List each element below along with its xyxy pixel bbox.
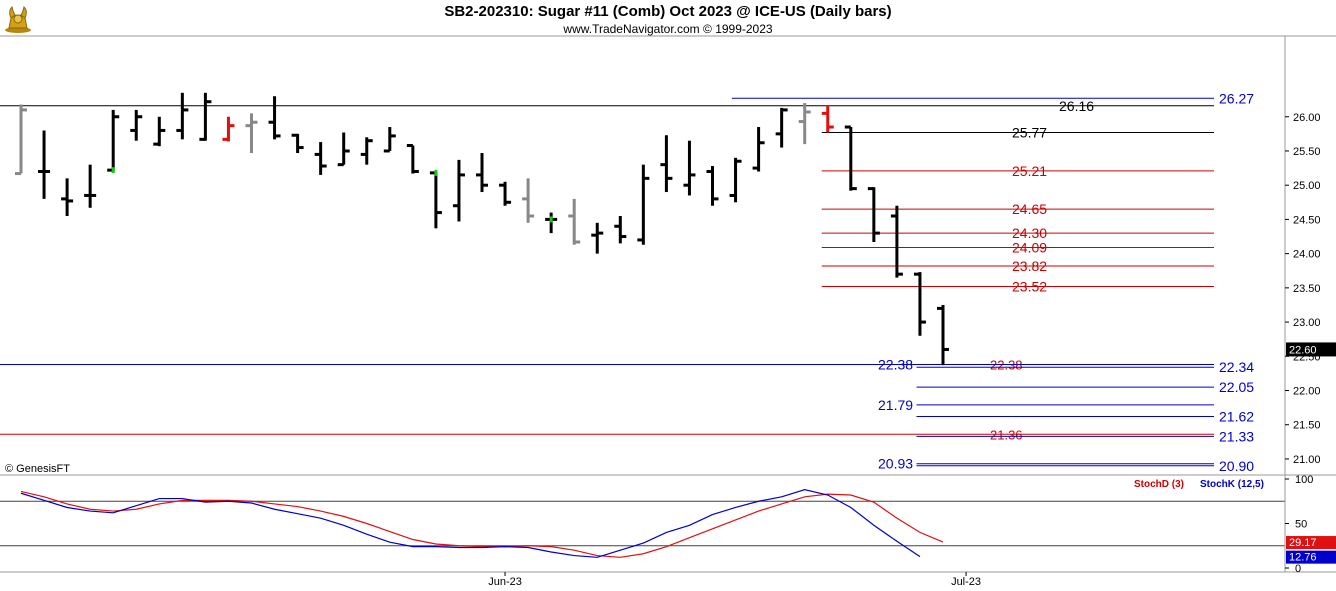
ohlc-bar [568,198,581,245]
ohlc-bar [821,105,834,133]
price-tick-label: 22.00 [1293,386,1321,398]
stoch-value-box [1286,536,1336,550]
ohlc-bar [637,164,650,245]
ohlc-bar [660,135,673,193]
gold-bull-icon [5,5,31,33]
ohlc-bar [591,222,604,254]
ohlc-bar [798,103,811,145]
level-label: 21.33 [1219,428,1254,444]
ohlc-bar [452,159,465,222]
stoch-tick-label: 50 [1295,519,1307,531]
ohlc-bar [429,169,442,229]
stochastic-panel[interactable]: StochD (3) StochK (12,5) [0,479,1285,558]
ohlc-bar [522,178,535,223]
ohlc-bar [360,137,373,165]
price-tick-label: 21.00 [1293,454,1321,466]
chart-title: SB2-202310: Sugar #11 (Comb) Oct 2023 @ … [444,3,892,20]
ohlc-bar [775,107,788,148]
level-label: 24.30 [1012,225,1047,241]
stoch-series-line [20,490,944,558]
ohlc-bar [499,181,512,206]
level-label: 25.21 [1012,163,1047,179]
ohlc-bar [153,116,166,147]
stoch-tick-label: 100 [1295,474,1313,486]
ohlc-bar [291,133,304,154]
ohlc-bar [222,116,235,142]
ohlc-bar [176,92,189,140]
ohlc-bar [15,104,27,176]
ohlc-bar [406,144,419,174]
last-price-box [1286,342,1336,357]
level-label: 22.34 [1219,359,1254,375]
ohlc-bar [614,215,627,244]
last-price-label: 22.60 [1289,344,1317,356]
price-tick-label: 21.50 [1293,420,1321,432]
ohlc-bar [314,142,327,175]
ohlc-bar [844,125,857,191]
ohlc-bar [107,109,120,174]
level-label: 20.90 [1219,458,1254,474]
ohlc-bar [38,130,51,199]
level-label: 26.16 [1059,98,1094,114]
price-tick-label: 23.50 [1293,283,1321,295]
ohlc-bar [937,304,949,366]
price-tick-label: 26.00 [1293,112,1321,124]
level-label: 21.62 [1219,409,1254,425]
ohlc-bar [61,178,74,216]
level-label: 21.79 [878,397,913,413]
price-tick-label: 24.50 [1293,214,1321,226]
ohlc-bar [84,164,97,208]
stoch-tick-label: 0 [1295,563,1301,575]
ohlc-bar [199,92,212,141]
ohlc-bar [752,127,765,172]
level-label: 23.52 [1012,278,1047,294]
stoch-value-box [1286,550,1336,564]
ohlc-bar [867,187,880,242]
axes: 26.0025.5025.0024.5024.0023.5023.0022.50… [0,35,1336,588]
credit-label: © GenesisFT [5,463,70,475]
ohlc-bar [245,113,258,154]
level-label: 24.09 [1012,239,1047,255]
stoch-series-line [20,489,921,558]
level-label: 25.77 [1012,124,1047,140]
ohlc-bar [337,132,350,167]
ohlc-bar [476,153,488,193]
ohlc-bar [706,166,719,206]
level-label: 26.27 [1219,90,1254,106]
time-tick-label: Jun-23 [488,576,522,588]
chart-header: SB2-202310: Sugar #11 (Comb) Oct 2023 @ … [0,0,1336,36]
ohlc-bar [268,96,281,140]
level-label: 22.05 [1219,379,1254,395]
stoch-value-label: 29.17 [1289,537,1317,549]
ohlc-bar [683,140,696,196]
ohlc-bar [130,109,143,141]
stoch-value-label: 12.76 [1289,552,1317,564]
ohlc-bar [729,157,742,203]
price-tick-label: 23.00 [1293,317,1321,329]
level-label: 20.93 [878,456,913,472]
price-tick-label: 25.00 [1293,180,1321,192]
stoch-legend-k: StochK (12,5) [1200,479,1264,490]
level-label: 22.38 [878,357,913,373]
price-tick-label: 24.00 [1293,249,1321,261]
price-tick-label: 25.50 [1293,146,1321,158]
level-label: 24.65 [1012,201,1047,217]
ohlc-bar [890,205,903,278]
ohlc-bar [545,212,558,234]
level-label: 23.82 [1012,258,1047,274]
ohlc-bar [383,127,396,153]
ohlc-bar [913,272,926,336]
time-tick-label: Jul-23 [951,576,981,588]
level-label: 21.36 [990,427,1023,442]
stoch-legend-d: StochD (3) [1134,479,1184,490]
chart-subtitle: www.TradeNavigator.com © 1999-2023 [563,22,773,36]
